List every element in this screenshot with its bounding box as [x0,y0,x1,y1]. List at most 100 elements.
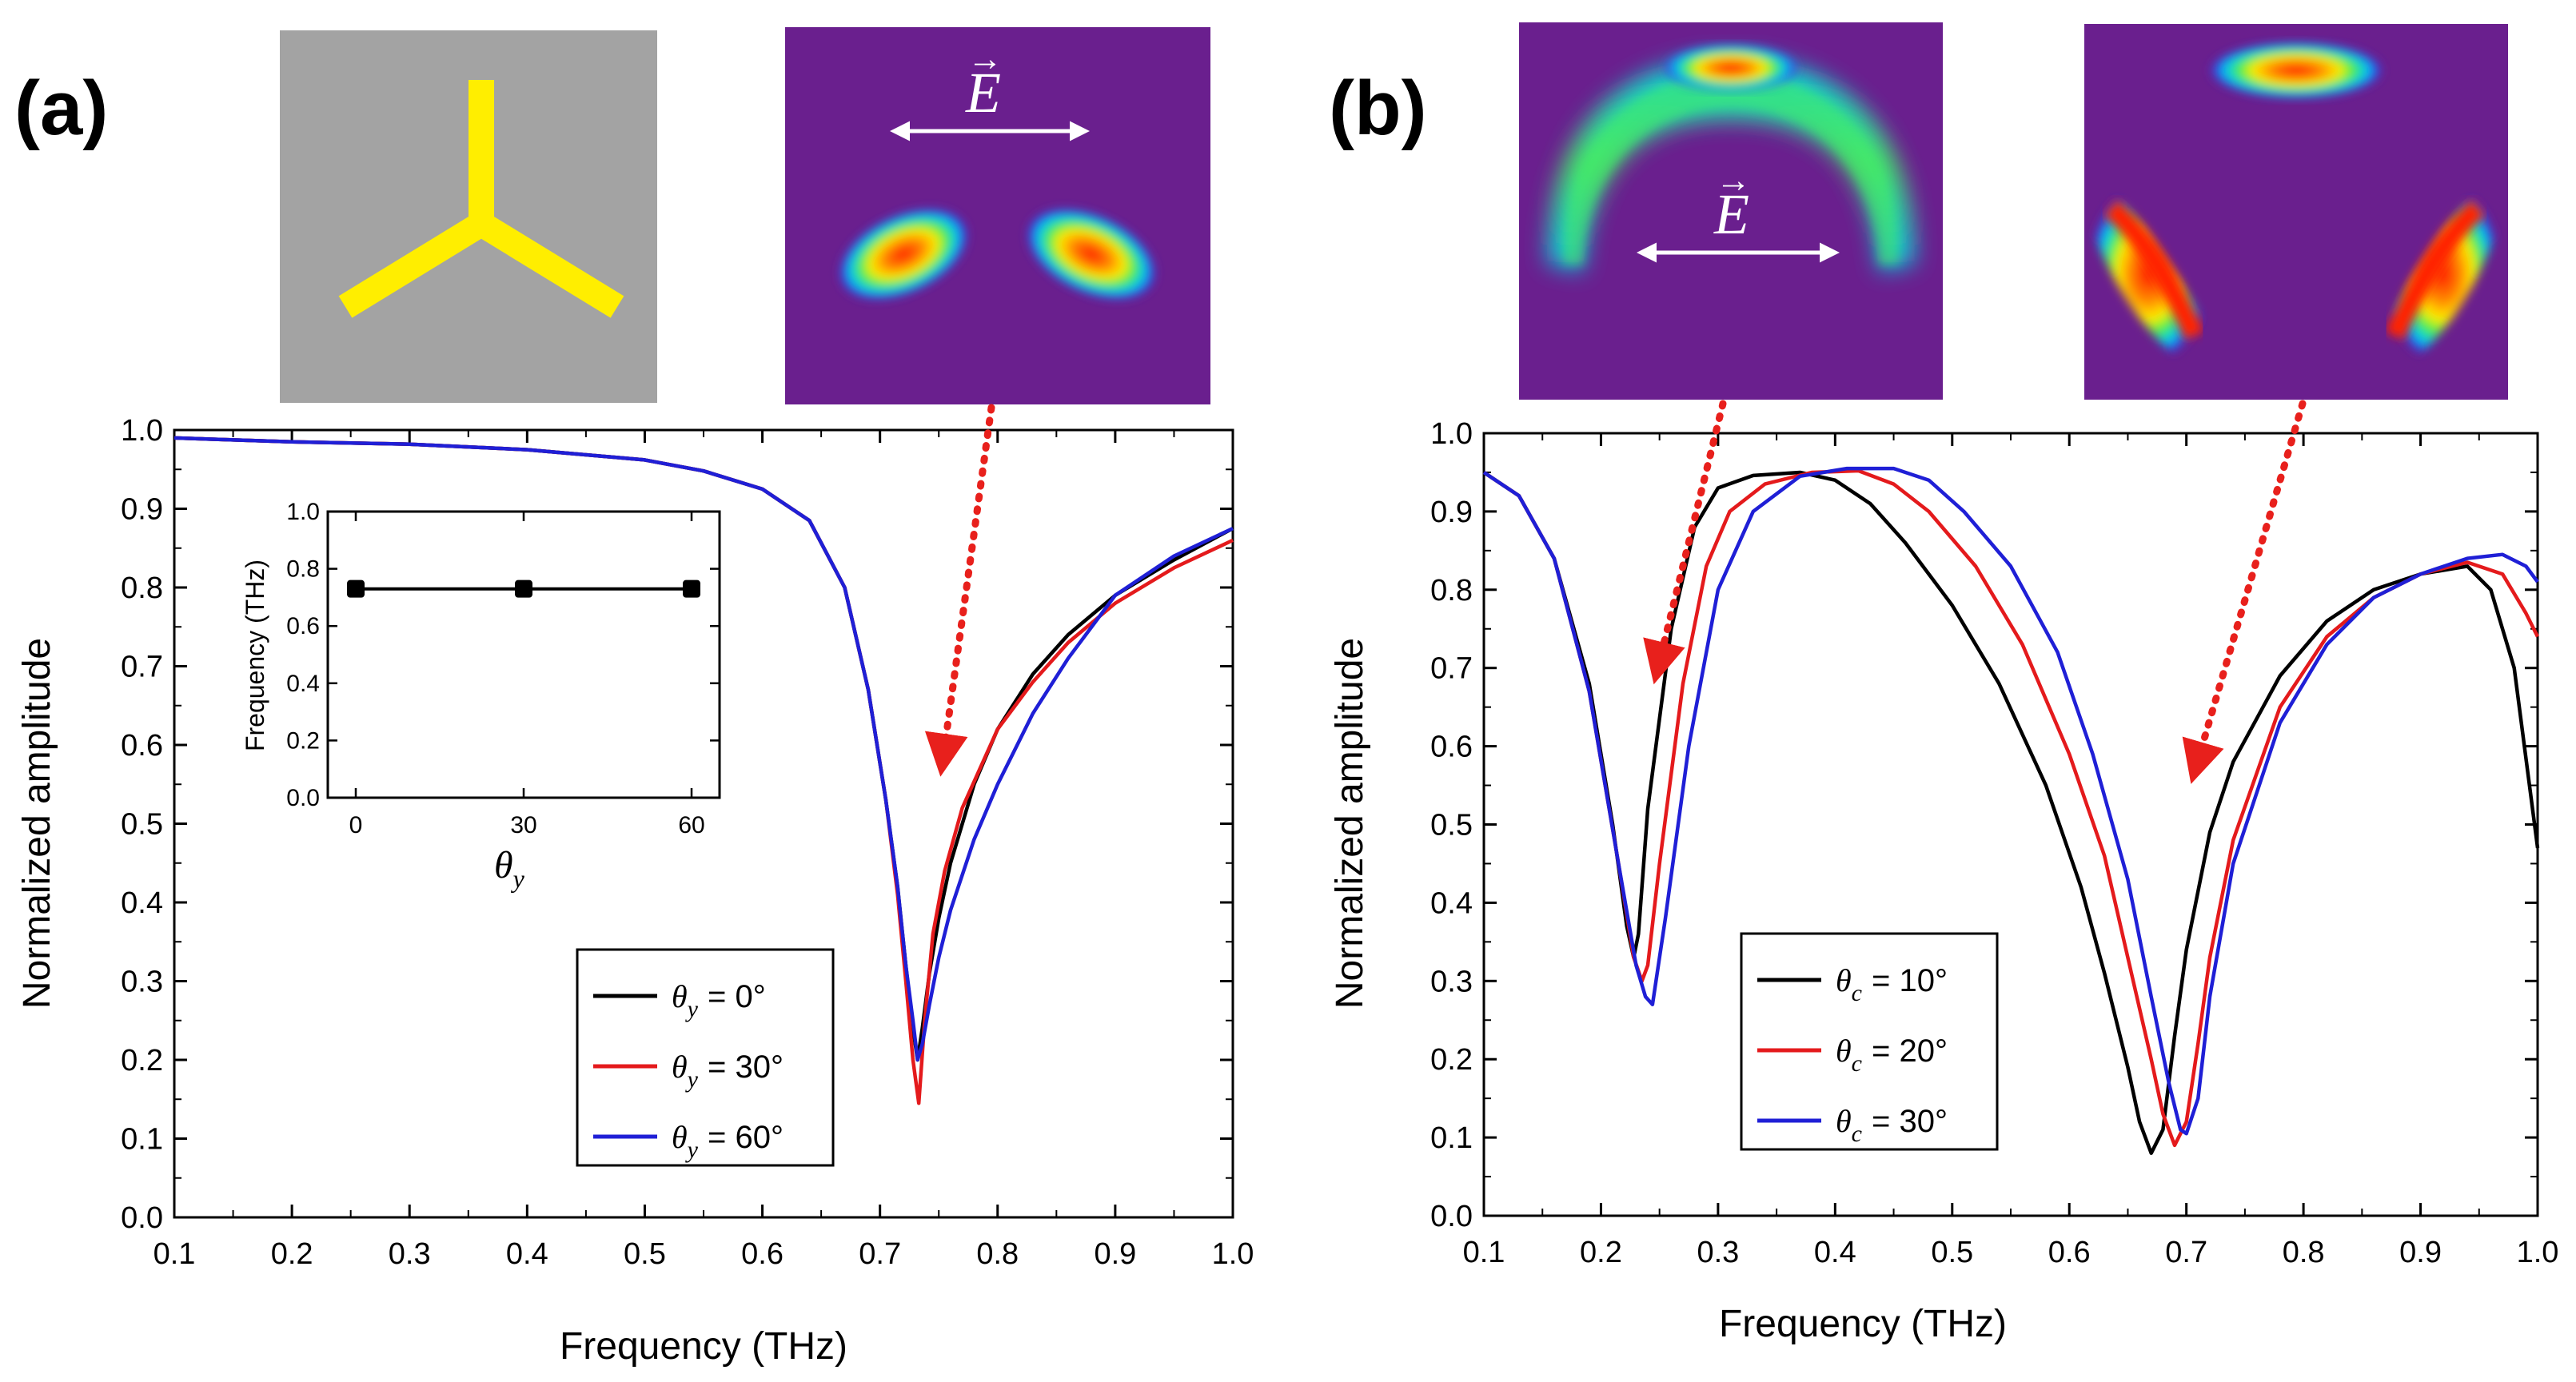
dip-arrow-a [924,404,995,777]
legend-value: = 30° [708,1049,784,1085]
inset-x-tick-label: 30 [510,812,536,838]
legend-subscript: y [685,996,699,1022]
y-tick-label: 0.1 [121,1123,163,1157]
field-map-b-1: E → [1519,22,1943,400]
x-tick-label: 0.7 [859,1237,901,1271]
y-tick-label: 0.8 [1430,574,1473,607]
y-tick-label: 0.0 [1430,1200,1473,1233]
inset-a: 0 30 600.00.20.40.60.81.0 Frequency (THz) … [241,499,721,893]
inset-a-xlabel-symbol: θ [494,844,513,886]
y-tick-label: 0.7 [1430,652,1473,686]
dip-arrow-b-2 [2182,400,2307,784]
legend-symbol: θ [1836,1033,1852,1069]
y-tick-label: 1.0 [121,414,163,448]
legend-symbol: θ [1836,1103,1852,1139]
legend-subscript: c [1852,1121,1862,1147]
plot-b: 0.1 0.2 0.3 0.4 0.5 0.6 0.7 0.8 0.9 1.00.00.10.20… [1329,417,2558,1345]
x-tick-label: 1.0 [2517,1236,2559,1269]
y-tick-label: 0.2 [1430,1043,1473,1077]
plot-b-ylabel: Normalized amplitude [1329,638,1371,1009]
legend-subscript: y [685,1137,699,1163]
x-tick-label: 0.2 [1580,1236,1622,1269]
x-tick-label: 0.9 [2399,1236,2442,1269]
series-line-3 [1482,466,2539,1136]
y-tick-label: 0.9 [1430,496,1473,529]
inset-y-tick-label: 0.6 [286,613,320,639]
inset-point [515,579,532,598]
plot-a: 0.1 0.2 0.3 0.4 0.5 0.6 0.7 0.8 0.9 1.00.00.10.20… [16,414,1254,1368]
x-tick-label: 0.3 [389,1237,431,1271]
field-map-b-2 [2084,24,2508,400]
dip-arrows [924,400,2307,784]
legend-label-1: θy = 0° [672,978,766,1022]
inset-y-tick-label: 0.8 [286,556,320,583]
inset-point [683,579,700,598]
plot-b-ticks: 0.1 0.2 0.3 0.4 0.5 0.6 0.7 0.8 0.9 1.00.00.10.20… [1430,417,2558,1269]
inset-a-frame [326,510,721,799]
inset-y-tick-label: 0.2 [286,727,320,754]
structure-image-a [280,30,657,403]
x-tick-label: 0.9 [1094,1237,1136,1271]
legend-label-3: θy = 60° [672,1119,784,1163]
plot-a-ticks: 0.1 0.2 0.3 0.4 0.5 0.6 0.7 0.8 0.9 1.00.00.10.20… [121,414,1254,1271]
legend-symbol: θ [672,1119,688,1155]
legend-subscript: c [1852,980,1862,1006]
dip-arrow-b-1 [1643,400,1727,685]
x-tick-label: 0.6 [741,1237,784,1271]
panel-letter-b: (b) [1329,66,1427,151]
y-tick-label: 0.4 [1430,886,1473,920]
y-tick-label: 0.9 [121,493,163,527]
e-field-label-b: E [1713,182,1749,246]
legend-label-2: θc = 20° [1836,1033,1948,1077]
y-tick-label: 0.6 [1430,731,1473,764]
y-tick-label: 0.6 [121,729,163,763]
panel-letter-a: (a) [14,66,108,151]
x-tick-label: 0.1 [154,1237,196,1271]
plot-a-ylabel: Normalized amplitude [16,638,58,1009]
legend-symbol: θ [1836,962,1852,998]
x-tick-label: 0.6 [2048,1236,2091,1269]
x-tick-label: 1.0 [1212,1237,1254,1271]
x-tick-label: 0.4 [506,1237,548,1271]
plot-b-frame [1482,432,2539,1217]
legend-b-frame [1740,932,1999,1151]
legend-value: = 10° [1872,963,1948,998]
y-tick-label: 1.0 [1430,417,1473,451]
legend-symbol: θ [672,978,688,1014]
legend-a-frame [576,948,835,1167]
x-tick-label: 0.3 [1697,1236,1739,1269]
plot-b-series [1482,466,2540,1155]
inset-a-xlabel: θy [494,844,525,893]
x-tick-label: 0.8 [976,1237,1019,1271]
y-tick-label: 0.5 [121,808,163,842]
inset-point [347,579,365,598]
y-tick-label: 0.4 [121,886,163,920]
plot-a-series [173,436,1234,1105]
legend-symbol: θ [672,1049,688,1085]
legend-label-1: θc = 10° [1836,962,1948,1006]
e-field-vector-mark-b: → [1716,161,1751,200]
x-tick-label: 0.8 [2283,1236,2325,1269]
series-line-2 [1482,468,2540,1148]
y-tick-label: 0.3 [121,966,163,999]
legend-value: = 60° [708,1120,784,1155]
series-line-3 [173,436,1234,1062]
legend-label-2: θy = 30° [672,1049,784,1093]
x-tick-label: 0.2 [271,1237,313,1271]
e-field-vector-mark-a: → [967,39,1003,78]
x-tick-label: 0.1 [1463,1236,1505,1269]
y-tick-label: 0.0 [121,1201,163,1235]
legend-value: = 0° [708,979,766,1014]
inset-y-tick-label: 0.0 [286,785,320,811]
inset-y-tick-label: 1.0 [286,499,320,525]
field-map-a: E → [785,27,1210,404]
legend-value: = 20° [1872,1034,1948,1069]
series-line-1 [1482,470,2540,1155]
y-tick-label: 0.2 [121,1044,163,1077]
legend-b: θc = 10°θc = 20°θc = 30° [1740,932,1999,1151]
inset-a-ticks: 0 30 60 0.0 0.2 0.4 0.6 0.8 1.0 [286,499,720,838]
legend-label-3: θc = 30° [1836,1103,1948,1147]
legend-subscript: y [685,1066,699,1093]
legend-value: = 30° [1872,1104,1948,1139]
inset-a-ylabel: Frequency (THz) [241,560,269,751]
